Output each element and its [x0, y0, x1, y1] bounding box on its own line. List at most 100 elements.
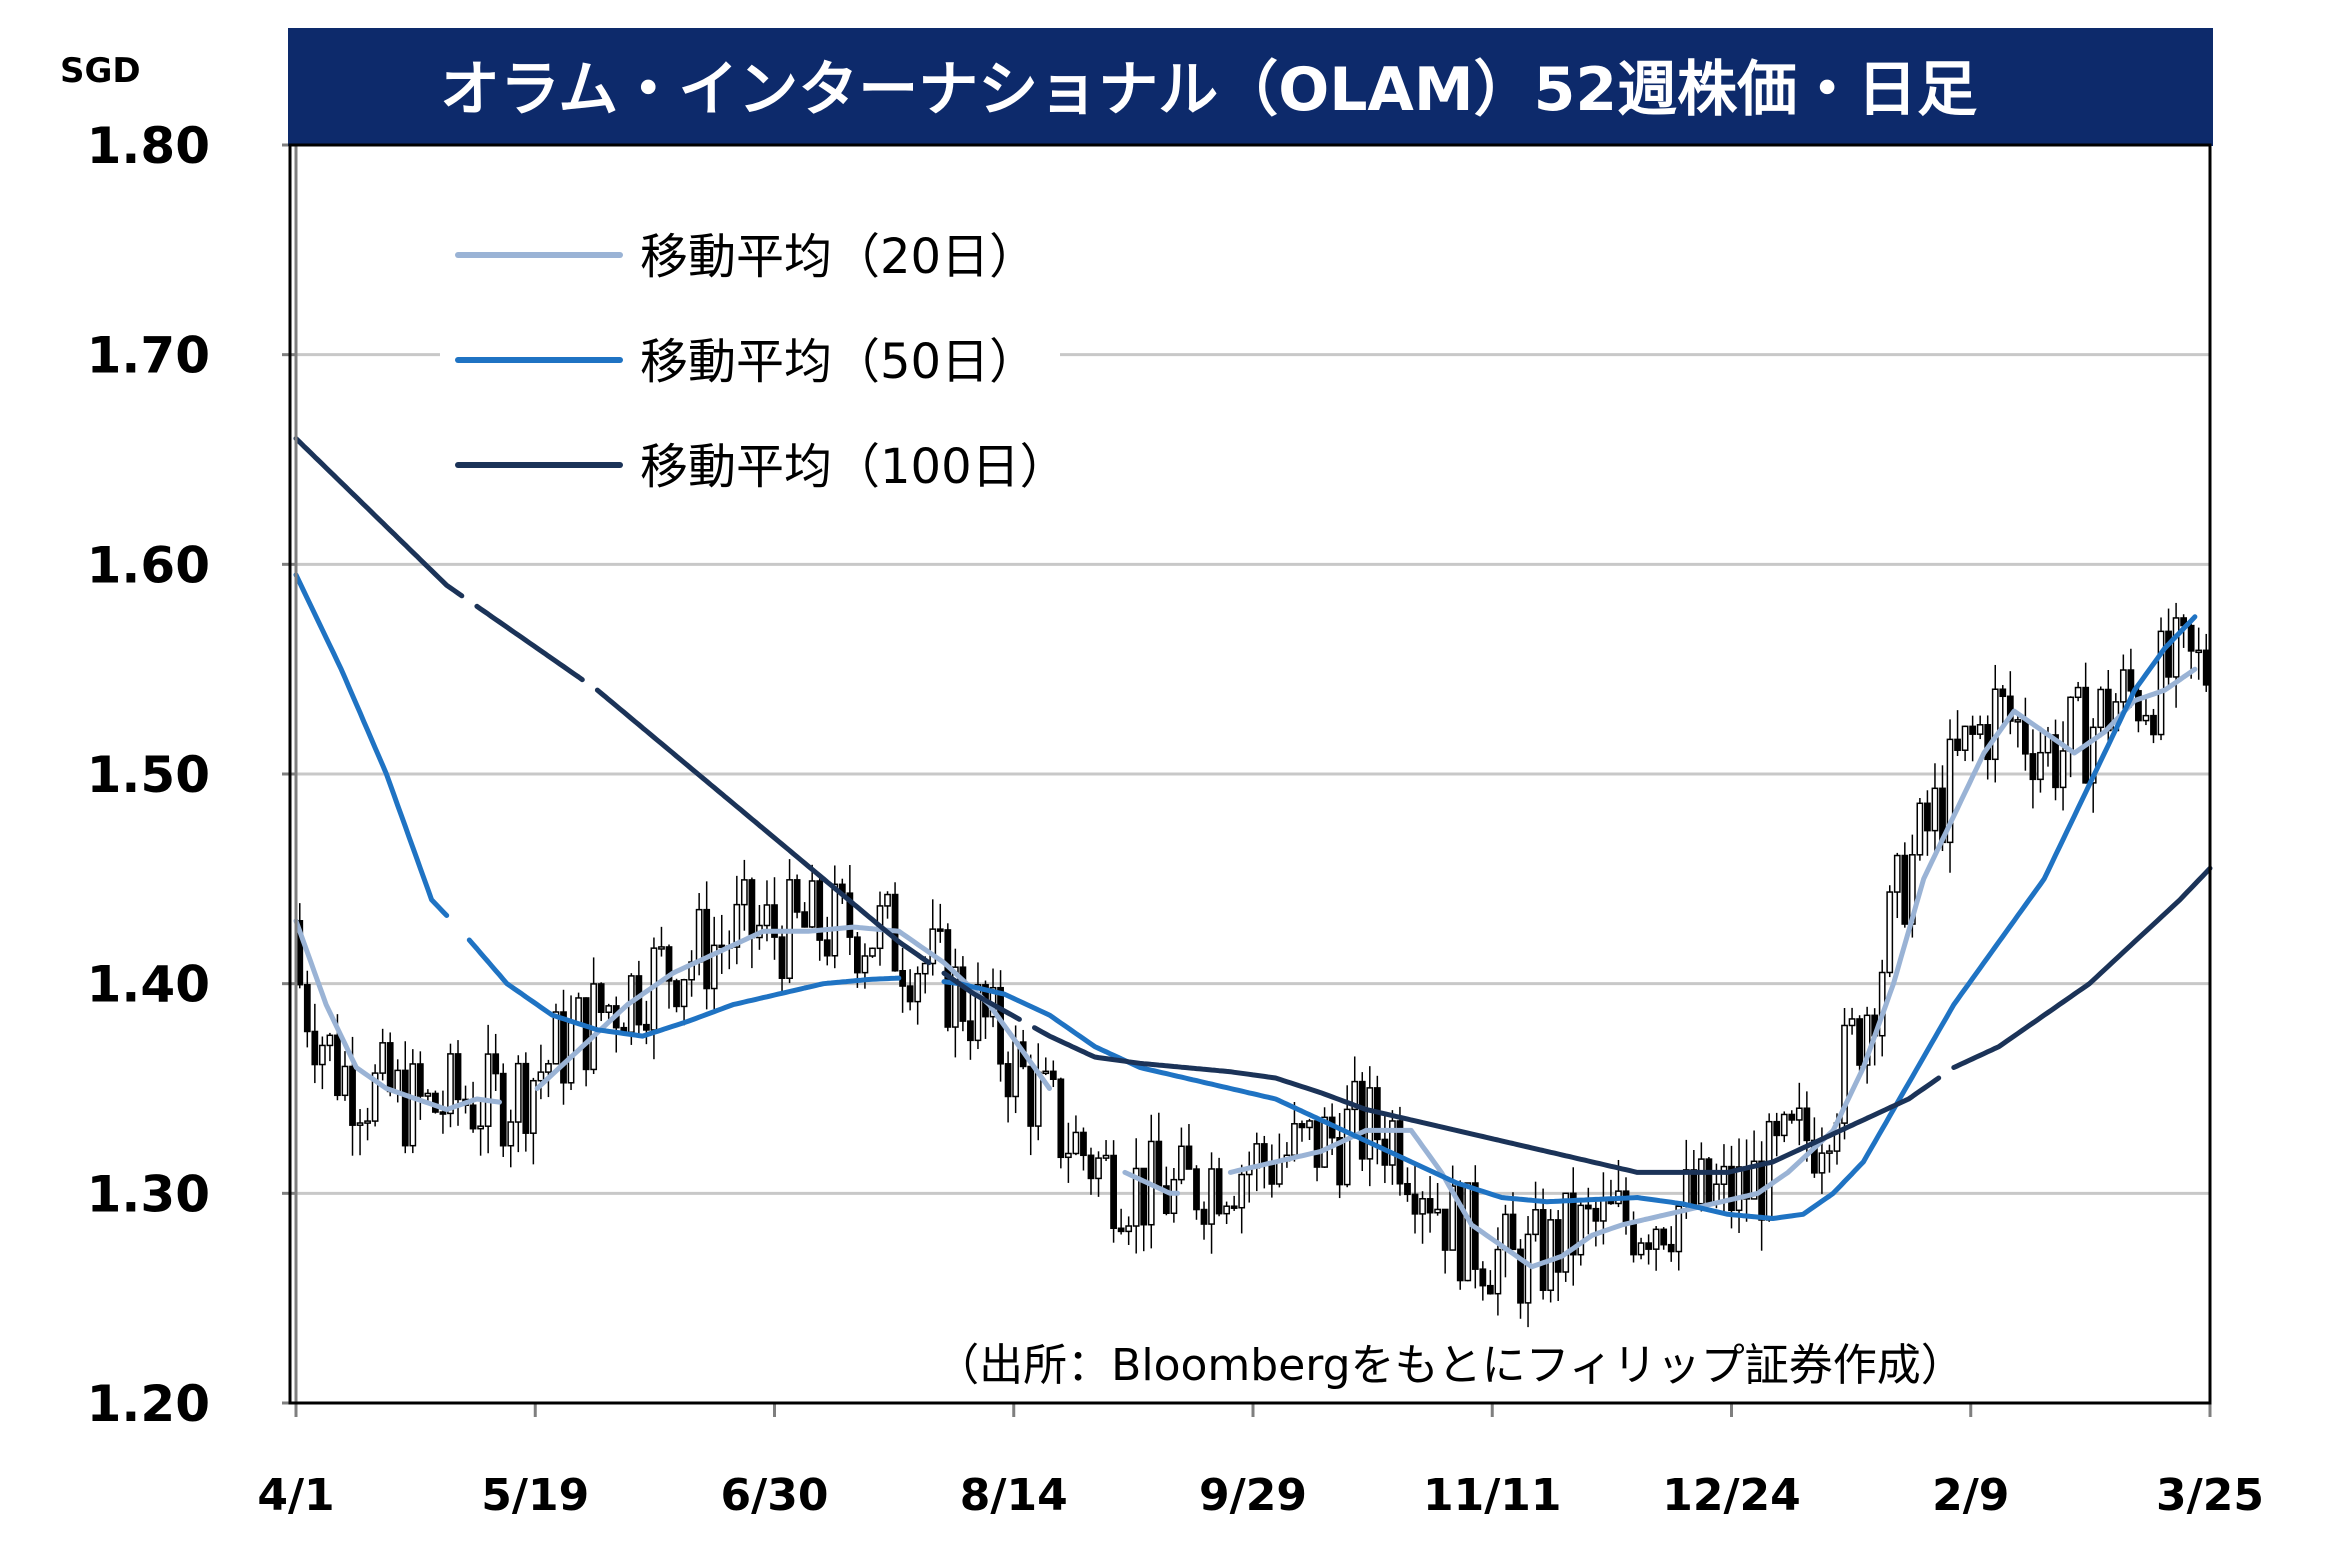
candle-body: [1479, 1268, 1487, 1287]
candle-body: [2202, 649, 2210, 686]
candle-body: [1449, 1185, 1457, 1251]
candle-body: [1434, 1208, 1442, 1214]
candle-body: [356, 1122, 364, 1126]
ma-line-20: [293, 918, 502, 1112]
candle-body: [1223, 1205, 1231, 1215]
candle-body: [349, 1065, 356, 1126]
candle-body: [1682, 1169, 1690, 1207]
candle-body: [1238, 1173, 1246, 1209]
candle-body: [1102, 1154, 1110, 1159]
candle-body: [1162, 1185, 1170, 1215]
candle-body: [967, 1020, 974, 1042]
candle-body: [1087, 1154, 1095, 1180]
candle-body: [1193, 1168, 1200, 1211]
candle-body: [921, 962, 929, 975]
candle-body: [1524, 1233, 1532, 1304]
candle-body: [1826, 1150, 1833, 1154]
candle-body: [846, 892, 854, 938]
candle-body: [416, 1063, 424, 1097]
candle-body: [1396, 1120, 1404, 1185]
candle-body: [861, 955, 869, 974]
candle-body: [748, 879, 756, 939]
ma-line-20: [1122, 1169, 1181, 1196]
y-tick-label: 1.60: [87, 536, 210, 594]
candle-body: [2135, 690, 2142, 722]
candle-body: [665, 946, 673, 982]
candle-body: [386, 1042, 394, 1093]
candle-body: [778, 936, 786, 979]
candle-body: [2029, 753, 2037, 781]
candle-body: [1095, 1157, 1102, 1180]
candle-body: [514, 1062, 522, 1123]
candle-body: [401, 1069, 409, 1147]
candle-body: [2006, 695, 2014, 722]
ma-line-100: [293, 436, 465, 599]
candle-body: [1012, 1041, 1020, 1098]
candle-body: [1343, 1108, 1351, 1186]
candle-body: [959, 966, 967, 1022]
candle-body: [1818, 1152, 1826, 1174]
candle-body: [1208, 1168, 1215, 1225]
candle-body: [1057, 1078, 1065, 1159]
candle-body: [1773, 1120, 1781, 1137]
candle-body: [2037, 751, 2044, 781]
candle-body: [552, 1011, 560, 1065]
candle-body: [1080, 1131, 1087, 1157]
candle-body: [326, 1034, 334, 1047]
candle-body: [2119, 669, 2127, 703]
candle-body: [1132, 1167, 1140, 1227]
candle-body: [658, 946, 665, 950]
legend-label: 移動平均（50日）: [640, 334, 1037, 390]
candle-body: [1110, 1154, 1117, 1230]
candle-body: [929, 928, 937, 965]
candle-body: [869, 947, 876, 957]
candle-body: [1856, 1018, 1863, 1066]
candle-body: [1494, 1248, 1502, 1295]
candle-body: [1064, 1152, 1072, 1159]
candle-body: [1788, 1113, 1796, 1121]
candle-body: [560, 1011, 567, 1084]
candle-body: [1592, 1207, 1600, 1222]
y-axis-unit: SGD: [60, 51, 141, 91]
candle-body: [2089, 726, 2097, 784]
candle-body: [1728, 1165, 1735, 1212]
candle-body: [680, 978, 688, 1008]
candle-body: [499, 1072, 507, 1147]
candle-body: [1313, 1120, 1321, 1168]
candle-body: [1230, 1205, 1238, 1209]
candle-body: [1562, 1192, 1570, 1273]
candle-body: [1863, 1014, 1871, 1066]
candle-body: [1554, 1219, 1562, 1273]
candle-body: [1170, 1178, 1178, 1215]
candle-body: [1999, 688, 2007, 698]
candle-body: [605, 1005, 613, 1013]
candle-body: [974, 983, 982, 1042]
candle-body: [2157, 630, 2165, 736]
candle-body: [484, 1053, 492, 1127]
candle-body: [1351, 1080, 1359, 1111]
candle-body: [1366, 1087, 1374, 1160]
candle-body: [1298, 1123, 1306, 1129]
candle-body: [1924, 802, 1931, 832]
candle-body: [1517, 1248, 1524, 1304]
candle-body: [1750, 1160, 1758, 1200]
candle-body: [1780, 1113, 1788, 1137]
candle-body: [808, 880, 816, 928]
candle-body: [2127, 669, 2135, 692]
candle-body: [303, 983, 311, 1033]
candle-body: [469, 1104, 477, 1130]
x-tick-label: 11/11: [1423, 1470, 1562, 1521]
candle-body: [1841, 1024, 1848, 1124]
candle-body: [597, 983, 605, 1013]
ma-line-100: [474, 603, 585, 683]
candle-body: [1117, 1227, 1125, 1233]
candle-body: [1486, 1284, 1494, 1295]
title-background: [288, 28, 2213, 146]
candle-body: [1464, 1182, 1472, 1282]
candle-body: [1713, 1183, 1720, 1203]
candle-body: [1652, 1228, 1660, 1250]
candle-body: [424, 1092, 432, 1097]
candle-body: [529, 1079, 537, 1134]
candle-body: [733, 903, 741, 948]
